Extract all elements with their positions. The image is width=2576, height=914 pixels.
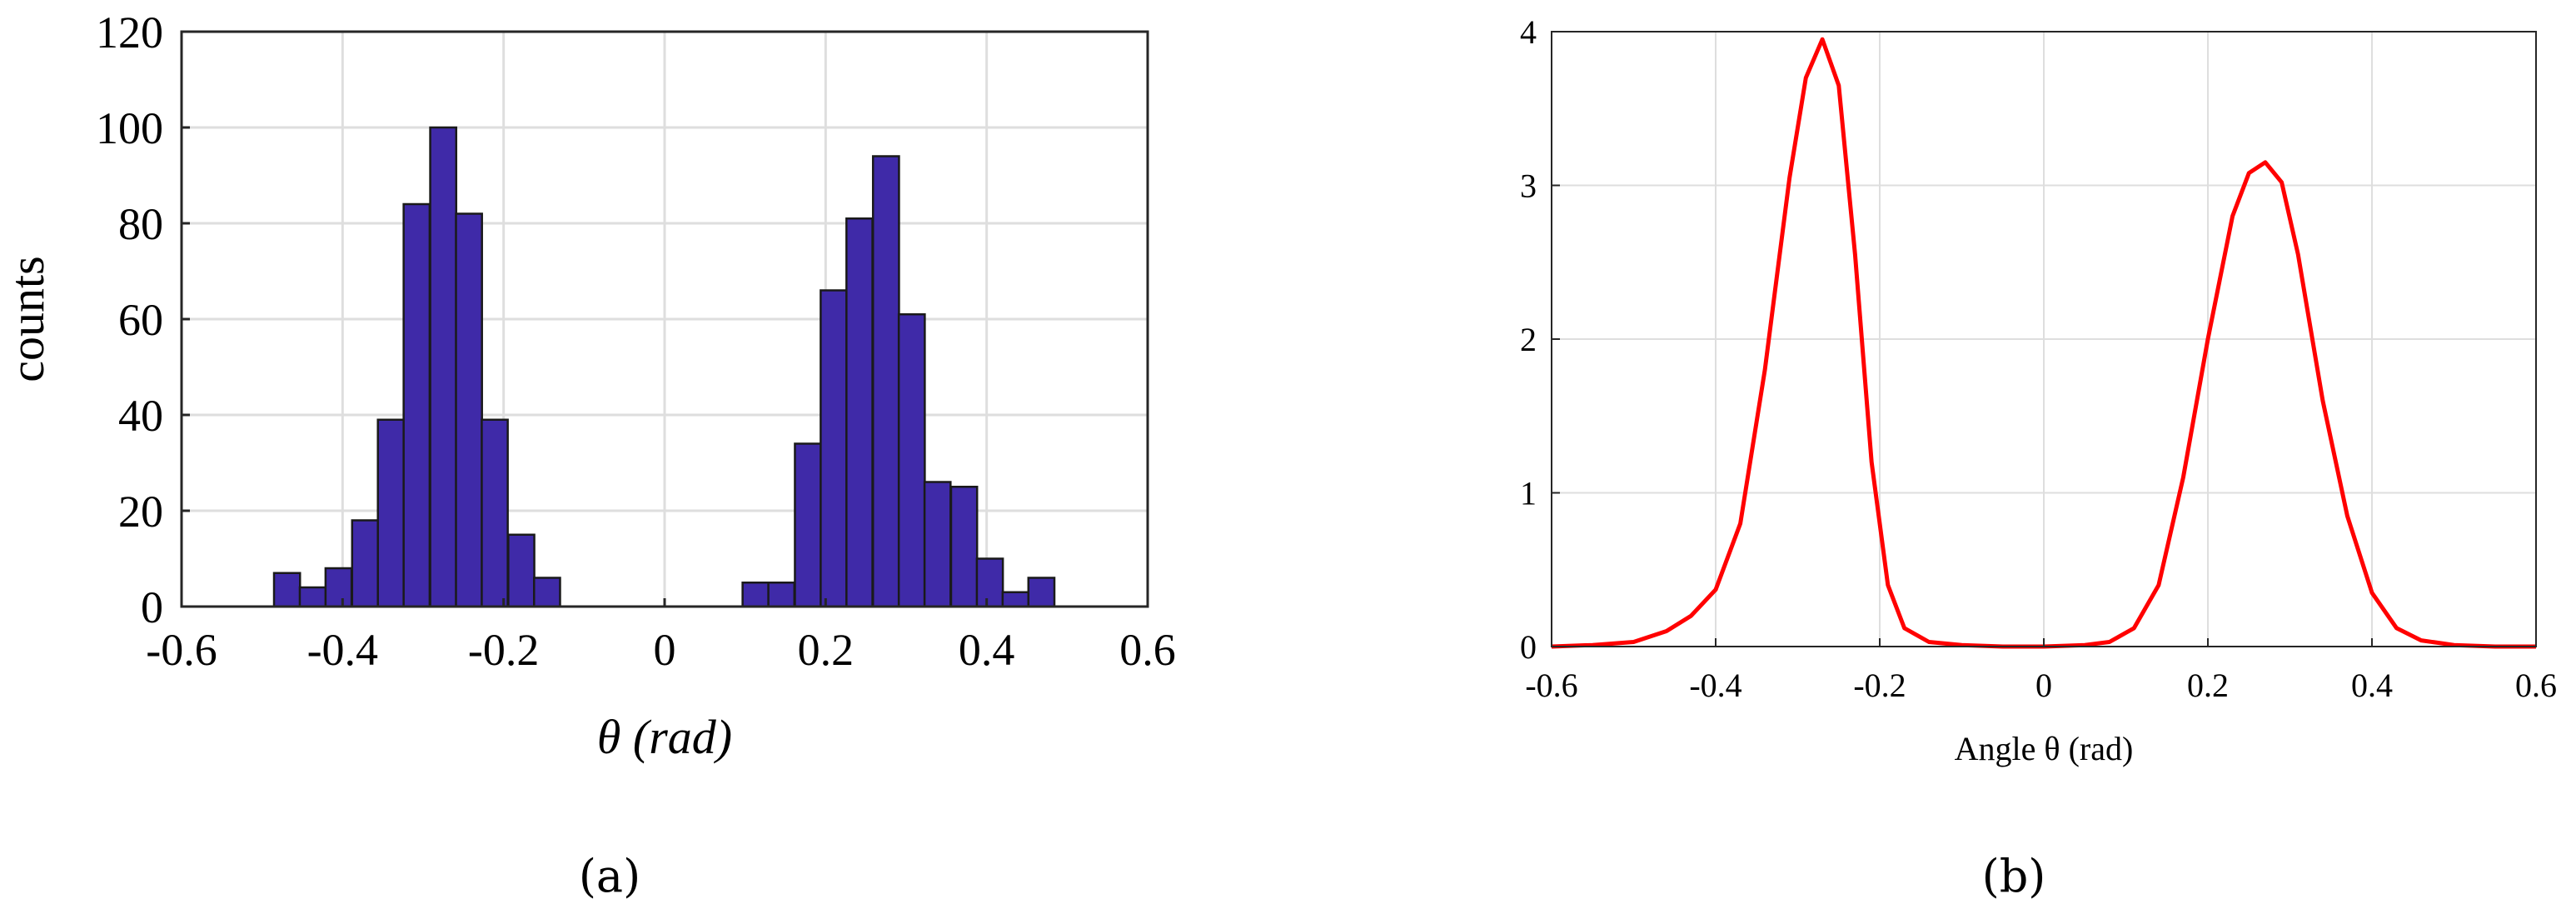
histogram-x-tick-label: 0.4 [959, 625, 1015, 675]
density-x-tick-label: 0.2 [2187, 667, 2229, 704]
histogram-bar [507, 533, 536, 608]
density-x-tick-label: 0.4 [2351, 667, 2393, 704]
histogram-y-ticks: 0 20 40 60 80 100 120 [96, 7, 190, 632]
density-y-tick-label: 0 [1520, 628, 1537, 666]
histogram-bar [351, 519, 380, 608]
histogram-bar [794, 442, 822, 608]
density-y-tick-label: 3 [1520, 167, 1537, 205]
panel-b-caption: (b) [1982, 850, 2046, 902]
histogram-x-ticks: -0.6 -0.4 -0.2 0 0.2 0.4 0.6 [146, 598, 1176, 675]
histogram-y-tick-label: 20 [118, 487, 163, 537]
histogram-bar [949, 486, 979, 608]
histogram-bar [897, 313, 926, 608]
histogram-bar [845, 217, 874, 608]
histogram-y-tick-label: 60 [118, 295, 163, 345]
histogram-x-axis-label: θ (rad) [597, 710, 732, 764]
histogram-bar [820, 289, 848, 608]
density-x-ticks: -0.6 -0.4 -0.2 0 0.2 0.4 0.6 [1525, 638, 2557, 704]
density-x-tick-label: -0.6 [1525, 667, 1577, 704]
histogram-panel: -0.6 -0.4 -0.2 0 0.2 0.4 0.6 0 20 40 60 80 100 120 θ… [0, 7, 1176, 902]
histogram-y-tick-label: 80 [118, 199, 163, 249]
histogram-bar [455, 212, 483, 608]
histogram-x-tick-label: 0 [654, 625, 676, 675]
histogram-x-tick-label: 0.6 [1119, 625, 1176, 675]
density-y-tick-label: 4 [1520, 13, 1537, 51]
histogram-x-tick-label: -0.6 [146, 625, 217, 675]
density-x-tick-label: -0.4 [1689, 667, 1741, 704]
density-y-tick-label: 1 [1520, 475, 1537, 512]
density-x-tick-label: -0.2 [1853, 667, 1906, 704]
histogram-bar [1001, 591, 1030, 608]
histogram-bar [871, 155, 900, 608]
density-x-axis-label: Angle θ (rad) [1955, 730, 2134, 767]
histogram-bar [975, 557, 1004, 608]
density-x-tick-label: 0.6 [2515, 667, 2557, 704]
panel-a-caption: (a) [579, 850, 640, 902]
histogram-x-tick-label: -0.2 [468, 625, 539, 675]
density-y-tick-label: 2 [1520, 321, 1537, 358]
histogram-y-tick-label: 40 [118, 391, 163, 441]
histogram-bar [298, 586, 327, 608]
histogram-y-tick-label: 120 [96, 7, 163, 57]
histogram-y-tick-label: 0 [141, 582, 163, 632]
histogram-x-tick-label: -0.4 [307, 625, 378, 675]
histogram-bars [272, 126, 1056, 608]
histogram-bar [272, 572, 301, 608]
histogram-bar [376, 418, 406, 608]
histogram-y-axis-label: counts [0, 256, 54, 382]
density-y-ticks: 0 1 2 3 4 [1520, 13, 1560, 666]
histogram-bar [533, 577, 561, 608]
histogram-bar [767, 582, 796, 608]
density-panel: -0.6 -0.4 -0.2 0 0.2 0.4 0.6 0 1 2 3 4 Angle θ (ra… [1520, 13, 2557, 902]
density-x-tick-label: 0 [2035, 667, 2052, 704]
histogram-bar [481, 418, 509, 608]
histogram-y-tick-label: 100 [96, 103, 163, 153]
histogram-bar [324, 567, 353, 608]
histogram-bar [429, 126, 458, 608]
histogram-bar [741, 582, 770, 608]
histogram-grid [182, 32, 1148, 607]
histogram-bar [402, 202, 431, 608]
histogram-bar [1027, 577, 1056, 608]
histogram-x-tick-label: 0.2 [798, 625, 855, 675]
histogram-bar [923, 481, 952, 608]
